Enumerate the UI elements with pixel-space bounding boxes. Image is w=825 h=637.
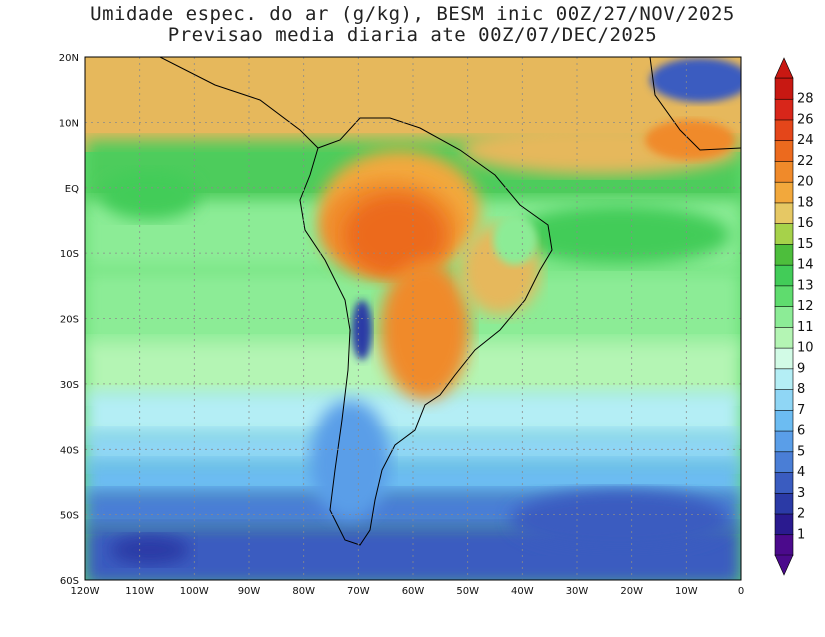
colorbar-label: 13: [797, 278, 814, 293]
lon-tick-label: 80W: [292, 586, 315, 597]
lat-tick-label: 60S: [60, 576, 79, 587]
colorbar-label: 22: [797, 154, 814, 169]
colorbar-label: 9: [797, 361, 805, 376]
colorbar-swatch: [774, 181, 794, 204]
colorbar-swatch: [774, 305, 794, 328]
colorbar-swatch: [774, 326, 794, 349]
colorbar-swatch: [774, 160, 794, 183]
lat-tick-labels: 20N 10N EQ 10S 20S 30S 40S 50S 60S: [59, 53, 79, 587]
colorbar-swatch: [774, 471, 794, 494]
lon-tick-label: 0: [738, 586, 744, 597]
map-subtitle: Previsao media diaria ate 00Z/07/DEC/202…: [167, 24, 658, 46]
colorbar-label: 2: [797, 507, 805, 522]
colorbar-label: 28: [797, 92, 814, 107]
colorbar-min-arrow: [774, 554, 794, 576]
lat-tick-label: 10N: [59, 118, 79, 129]
humidity-field: [85, 57, 741, 580]
lat-tick-label: 30S: [60, 380, 79, 391]
lon-tick-labels: 120W 110W 100W 90W 80W 70W 60W 50W 40W 3…: [71, 586, 745, 597]
colorbar-label: 1: [797, 527, 805, 542]
lat-tick-label: 40S: [60, 445, 79, 456]
colorbar-label: 6: [797, 424, 805, 439]
colorbar-label: 4: [797, 465, 805, 480]
colorbar-label: 15: [797, 237, 814, 252]
colorbar-swatch: [774, 202, 794, 224]
colorbar-swatch: [774, 98, 794, 121]
colorbar-swatch: [774, 388, 794, 411]
colorbar-swatch: [774, 409, 794, 432]
lat-tick-label: 10S: [60, 249, 79, 260]
lon-tick-label: 60W: [402, 586, 425, 597]
lat-tick-label: 50S: [60, 511, 79, 522]
lat-tick-label: EQ: [65, 184, 79, 195]
lon-tick-label: 40W: [511, 586, 534, 597]
colorbar-swatch: [774, 533, 794, 556]
colorbar-swatch: [774, 347, 794, 370]
colorbar-label: 5: [797, 444, 805, 459]
lon-tick-label: 10W: [675, 586, 698, 597]
lon-tick-label: 100W: [180, 586, 209, 597]
colorbar-swatch: [774, 430, 794, 453]
colorbar-swatch: [774, 77, 794, 100]
colorbar-label: 12: [797, 299, 814, 314]
colorbar-max-arrow: [774, 57, 794, 79]
colorbar-label: 3: [797, 486, 805, 501]
colorbar-swatch: [774, 139, 794, 162]
colorbar-swatch: [774, 119, 794, 142]
lon-tick-label: 120W: [71, 586, 100, 597]
graticule: [85, 57, 741, 580]
colorbar-label: 8: [797, 382, 805, 397]
colorbar-label: 7: [797, 403, 805, 418]
lon-tick-label: 110W: [125, 586, 154, 597]
lon-tick-label: 90W: [238, 586, 261, 597]
colorbar-label: 14: [797, 258, 814, 273]
lon-tick-label: 70W: [347, 586, 370, 597]
colorbar-swatch: [774, 222, 794, 245]
lon-tick-label: 50W: [456, 586, 479, 597]
colorbar-label: 16: [797, 216, 814, 231]
colorbar-label: 18: [797, 195, 814, 210]
colorbar-swatch: [774, 451, 794, 473]
colorbar-swatch: [774, 513, 794, 536]
lon-tick-label: 20W: [620, 586, 643, 597]
colorbar-label: 24: [797, 133, 814, 148]
lon-tick-label: 30W: [566, 586, 589, 597]
colorbar-label: 20: [797, 175, 814, 190]
colorbar-swatch: [774, 264, 794, 287]
colorbar-swatch: [774, 243, 794, 266]
colorbar-swatch: [774, 368, 794, 390]
coastlines: [159, 57, 741, 546]
colorbar-label: 10: [797, 341, 814, 356]
plot-frame: [84, 56, 742, 581]
colorbar-label: 11: [797, 320, 814, 335]
colorbar-label: 26: [797, 112, 814, 127]
lat-tick-label: 20N: [59, 53, 79, 64]
colorbar-swatch: [774, 285, 794, 307]
map-title: Umidade espec. do ar (g/kg), BESM inic 0…: [90, 3, 735, 25]
lat-tick-label: 20S: [60, 315, 79, 326]
colorbar-swatch: [774, 492, 794, 515]
